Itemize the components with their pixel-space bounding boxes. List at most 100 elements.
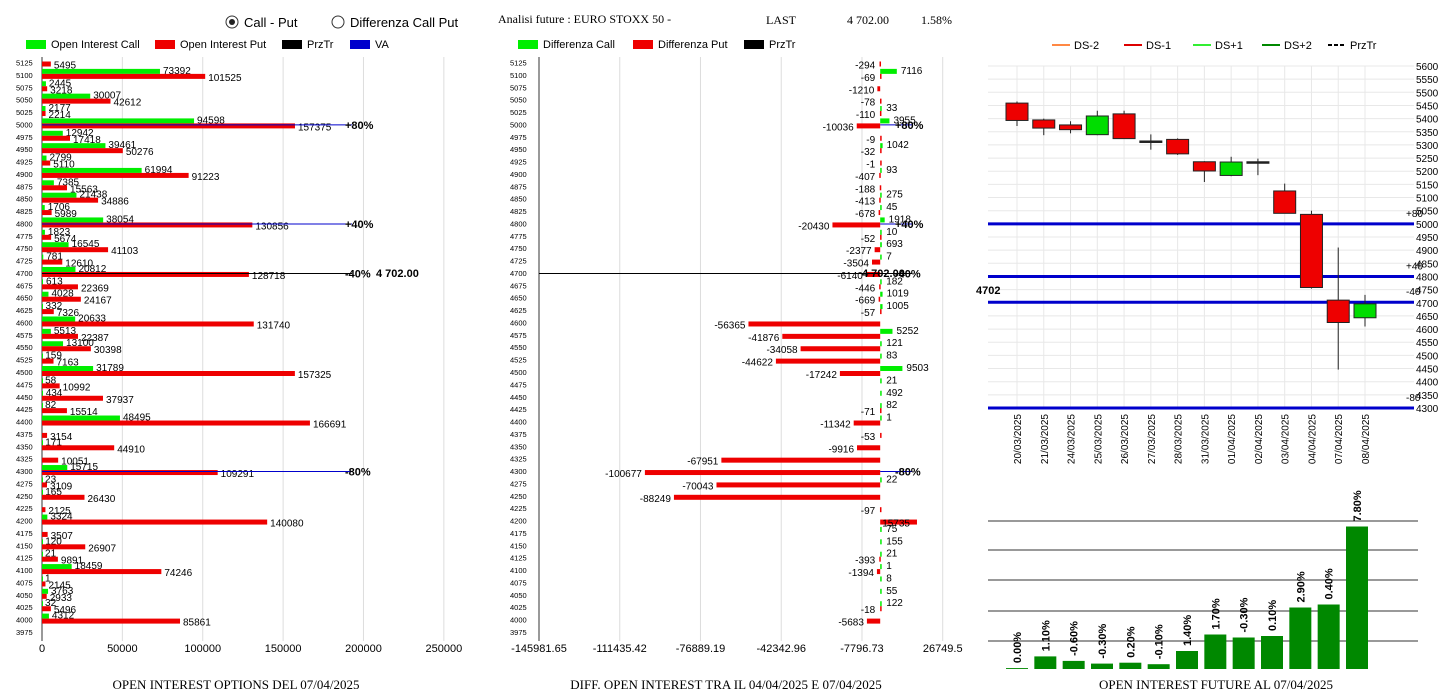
diff-put-label: -110 [856, 110, 876, 121]
future-bar-label: 2.90% [1295, 571, 1307, 602]
diff-put-label: -78 [861, 98, 876, 109]
put-value-label: 12610 [65, 259, 93, 270]
diff-call-bar [880, 539, 882, 545]
diff-call-label: 93 [886, 165, 898, 176]
diff-put-label: -71 [861, 407, 876, 418]
strike-label: 4225 [510, 504, 527, 513]
put-bar [42, 284, 78, 290]
put-bar [42, 371, 295, 376]
strike-label: 4400 [16, 418, 33, 427]
call-bar [42, 353, 43, 359]
strike-label: 4475 [16, 380, 33, 389]
strike-label: 5125 [510, 59, 527, 68]
diff-put-label: -20430 [798, 221, 830, 232]
put-value-label: 2933 [50, 593, 73, 604]
future-bar [1119, 662, 1142, 669]
diff-call-label: 55 [886, 586, 898, 597]
strike-label: 4925 [510, 158, 527, 167]
put-bar [42, 210, 52, 216]
put-bar [42, 346, 91, 352]
diff-put-label: -88249 [640, 494, 672, 505]
put-value-label: 22369 [81, 283, 109, 294]
put-bar [42, 321, 254, 327]
page-title: Analisi future : EURO STOXX 50 - [498, 12, 671, 26]
put-value-label: 5496 [54, 605, 77, 616]
diff-call-bar [880, 576, 882, 582]
strike-label: 4300 [510, 467, 527, 476]
put-bar [42, 73, 206, 79]
diff-put-label: -17242 [806, 370, 838, 381]
call-bar [42, 279, 43, 285]
call-value-label: 3763 [51, 586, 74, 597]
call-value-label: 120 [45, 536, 62, 547]
legend-swatch-1 [633, 40, 653, 49]
diff-put-label: -10036 [823, 122, 855, 133]
strike-label: 4525 [16, 356, 33, 365]
strike-label: 4975 [16, 133, 33, 142]
call-value-label: 15715 [70, 462, 98, 473]
call-bar [42, 489, 43, 495]
diff-call-bar [880, 551, 882, 557]
future-bar [1147, 664, 1170, 669]
call-bar [42, 106, 46, 112]
level-label: +40% [345, 219, 374, 231]
legend-swatch-0 [26, 40, 46, 49]
put-value-label: 41103 [111, 246, 139, 257]
put-value-label: 101525 [208, 73, 242, 84]
call-bar [42, 266, 76, 272]
diff-call-label: 82 [886, 400, 898, 411]
call-value-label: 21 [45, 549, 57, 560]
diff-put-bar [880, 519, 917, 525]
strike-label: 4675 [16, 281, 33, 290]
strike-label: 4000 [510, 616, 527, 625]
put-bar [42, 160, 51, 166]
future-bar-label: 1.40% [1182, 615, 1194, 646]
diff-put-bar [874, 247, 881, 253]
level-label: -40% [345, 268, 371, 280]
strike-label: 4375 [16, 430, 33, 439]
diff-call-bar [880, 68, 897, 74]
radio-call-put[interactable]: Call - Put [225, 15, 298, 30]
diff-call-bar [880, 378, 882, 384]
strike-label: 4450 [510, 393, 527, 402]
level-label: +40% [895, 219, 924, 231]
x-tick-label: 31/03/2025 [1200, 414, 1211, 464]
diff-put-label: -11342 [820, 420, 851, 431]
y-tick-label: 5100 [1416, 194, 1439, 205]
call-bar [42, 576, 43, 582]
strike-label: 5000 [16, 120, 33, 129]
strike-label: 4600 [510, 318, 527, 327]
put-bar [42, 519, 268, 525]
x-tick-label: 24/03/2025 [1067, 414, 1078, 464]
diff-put-bar [879, 507, 882, 513]
diff-put-label: -9 [866, 135, 875, 146]
level-label: +80% [895, 120, 924, 132]
call-bar [42, 514, 48, 520]
x-tick-label: 04/04/2025 [1307, 414, 1318, 464]
diff-call-label: 21 [886, 549, 898, 560]
put-bar [42, 408, 67, 414]
put-value-label: 5495 [54, 61, 77, 72]
y-tick-label: 5250 [1416, 154, 1439, 165]
legend-swatch-2 [282, 40, 302, 49]
diff-put-bar [880, 160, 882, 166]
diff-call-bar [880, 390, 882, 396]
candle-body [1219, 161, 1243, 176]
last-value: 4 702.00 [847, 13, 889, 27]
put-value-label: 157375 [298, 122, 332, 133]
call-value-label: 13100 [66, 338, 94, 349]
x-tick-label: 28/03/2025 [1174, 414, 1185, 464]
call-value-label: 32 [45, 598, 57, 609]
future-bar-label: 1.70% [1210, 598, 1222, 629]
last-label: LAST [766, 13, 797, 27]
radio-differenza[interactable]: Differenza Call Put [331, 15, 459, 30]
x-tick-label: 08/04/2025 [1361, 414, 1372, 464]
put-value-label: 109291 [221, 469, 255, 480]
call-value-label: 39461 [108, 140, 136, 151]
call-bar [42, 143, 106, 149]
put-bar [42, 309, 54, 315]
chart-title: DIFF. OPEN INTEREST TRA IL 04/04/2025 E … [570, 677, 881, 692]
call-value-label: 23 [45, 474, 57, 485]
strike-label: 4175 [16, 529, 33, 538]
